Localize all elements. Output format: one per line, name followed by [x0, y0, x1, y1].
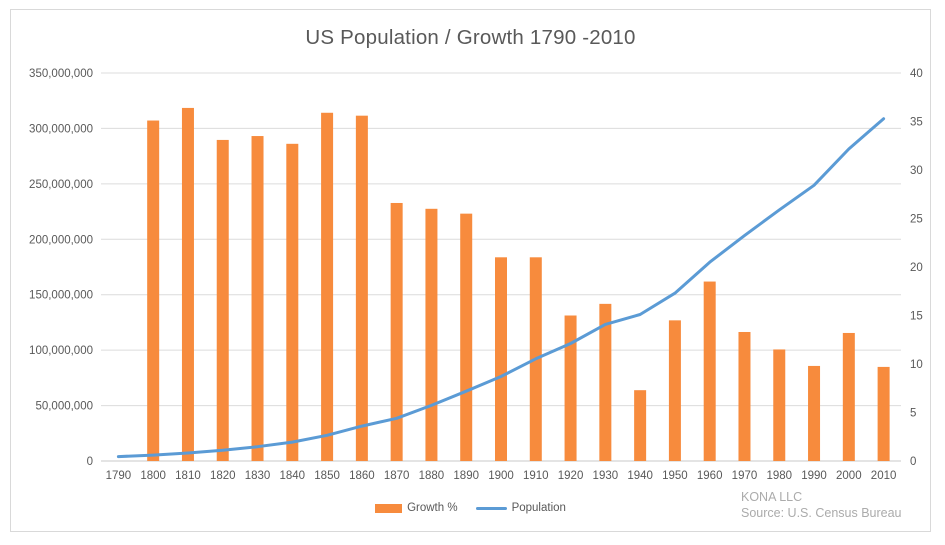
growth-bar [808, 365, 821, 461]
growth-bar [495, 257, 507, 461]
growth-bar [390, 202, 403, 462]
growth-bar [460, 213, 473, 461]
x-axis-tick-label: 1950 [662, 470, 688, 482]
legend-item-growth: Growth % [375, 502, 458, 514]
x-axis-tick-label: 1810 [175, 470, 201, 482]
x-axis-tick-label: 1860 [349, 470, 375, 482]
x-axis-tick-label: 1800 [140, 470, 166, 482]
population-line [116, 117, 886, 459]
growth-bar [321, 112, 334, 462]
y-axis-right-tick-label: 10 [910, 359, 923, 371]
y-axis-right-tick-label: 0 [910, 456, 916, 468]
footer-annotation: KONA LLC Source: U.S. Census Bureau [741, 489, 902, 521]
y-axis-right-tick-label: 35 [910, 117, 923, 129]
chart-title: US Population / Growth 1790 -2010 [305, 26, 636, 49]
y-axis-left-tick-label: 250,000,000 [29, 179, 93, 191]
growth-bar [599, 303, 612, 461]
y-axis-right-tick-label: 20 [910, 262, 923, 274]
y-axis-right-tick-label: 25 [910, 214, 923, 226]
x-axis-tick-label: 1870 [384, 470, 410, 482]
legend-label-population: Population [511, 502, 566, 514]
x-axis-tick-label: 1880 [419, 470, 445, 482]
x-axis-tick-label: 1960 [697, 470, 723, 482]
x-axis-tick-label: 1820 [210, 470, 236, 482]
y-axis-left-tick-label: 50,000,000 [35, 401, 93, 413]
chart-frame: US Population / Growth 1790 -2010 0 50,00… [10, 9, 931, 532]
y-axis-left-tick-label: 100,000,000 [29, 345, 93, 357]
growth-bar [634, 390, 647, 461]
x-axis-tick-label: 1910 [523, 470, 549, 482]
x-axis-tick-label: 1970 [732, 470, 758, 482]
x-axis-tick-label: 1940 [627, 470, 653, 482]
x-axis-tick-label: 1890 [453, 470, 479, 482]
growth-bar [564, 315, 577, 461]
growth-bar [181, 107, 194, 462]
growth-bar [877, 366, 890, 461]
y-axis-left-tick-label: 300,000,000 [29, 123, 93, 135]
y-axis-right-tick-label: 40 [910, 68, 923, 80]
x-axis-tick-label: 1790 [106, 470, 132, 482]
growth-bar [286, 143, 299, 461]
footer-source: Source: U.S. Census Bureau [741, 506, 902, 520]
x-axis-tick-label: 1990 [801, 470, 827, 482]
y-axis-left-tick-label: 0 [87, 456, 93, 468]
plot-svg: 0 50,000,000 100,000,000 150,000,000 200,000… [29, 68, 923, 482]
growth-bar [842, 332, 855, 461]
legend-label-growth: Growth % [407, 502, 458, 514]
legend: Growth % Population [11, 502, 930, 514]
x-axis-tick-label: 1900 [488, 470, 514, 482]
y-axis-right-tick-label: 30 [910, 165, 923, 177]
growth-bar [425, 208, 438, 461]
growth-bar [216, 139, 229, 461]
growth-bar [738, 331, 751, 461]
x-axis-tick-label: 1830 [245, 470, 271, 482]
footer-company: KONA LLC [741, 490, 803, 504]
growth-bar [251, 136, 264, 462]
growth-bar [355, 115, 368, 462]
y-axis-left-tick-label: 150,000,000 [29, 290, 93, 302]
x-axis-tick-label: 1980 [766, 470, 792, 482]
y-axis-right-tick-label: 5 [910, 408, 916, 420]
growth-bar [147, 120, 160, 461]
growth-bar [773, 349, 786, 461]
y-axis-right-tick-label: 15 [910, 311, 923, 323]
x-axis-tick-label: 1930 [593, 470, 619, 482]
x-axis-tick-label: 1840 [280, 470, 306, 482]
x-axis-tick-label: 2000 [836, 470, 862, 482]
y-axis-left-tick-label: 350,000,000 [29, 68, 93, 80]
growth-series-swatch-icon [375, 503, 403, 513]
growth-bar [668, 320, 681, 461]
x-axis-tick-label: 1920 [558, 470, 584, 482]
growth-bar [703, 281, 716, 461]
legend-item-population: Population [475, 502, 566, 514]
x-axis-tick-label: 2010 [871, 470, 897, 482]
x-axis-tick-label: 1850 [314, 470, 340, 482]
y-axis-left-tick-label: 200,000,000 [29, 234, 93, 246]
population-series-swatch-icon [475, 506, 507, 510]
